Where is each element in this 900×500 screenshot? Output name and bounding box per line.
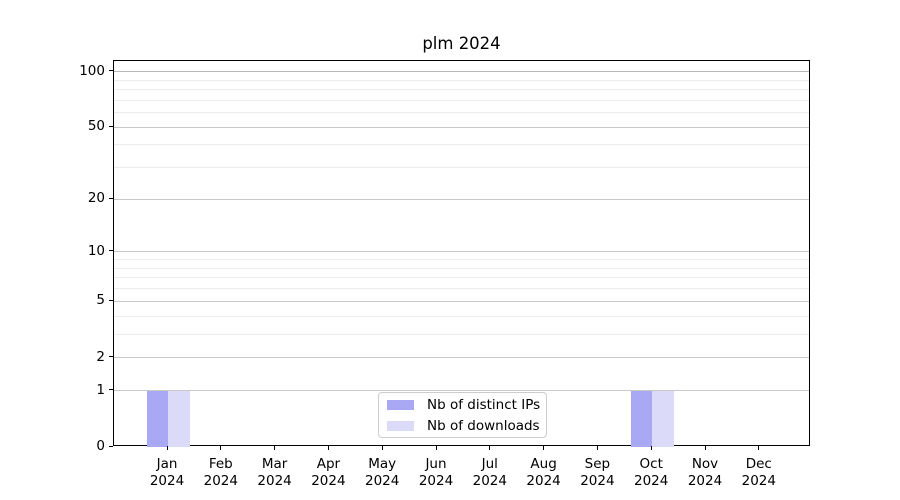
x-tick-label-month: Aug — [530, 456, 557, 472]
x-tick-label: Nov 2024 — [675, 456, 735, 489]
y-tick-label: 0 — [96, 438, 105, 454]
legend-swatch-downloads — [387, 420, 414, 431]
minor-gridline — [114, 288, 809, 290]
y-tick-mark — [109, 125, 113, 127]
y-tick-mark — [109, 356, 113, 358]
x-tick-label-month: Jul — [481, 456, 498, 472]
major-gridline — [114, 390, 809, 392]
y-tick-mark — [109, 250, 113, 252]
major-gridline — [114, 198, 809, 200]
x-tick-mark — [489, 446, 491, 450]
y-tick-label: 10 — [87, 242, 105, 259]
x-tick-label: Sep 2024 — [567, 456, 627, 489]
x-tick-label-year: 2024 — [580, 472, 615, 489]
y-tick-label: 20 — [87, 190, 105, 207]
y-tick-label: 1 — [96, 381, 105, 398]
x-tick-label: Feb 2024 — [191, 456, 251, 489]
x-tick-label-month: Oct — [639, 456, 663, 472]
x-tick-mark — [381, 446, 383, 450]
x-tick-label: Oct 2024 — [621, 456, 681, 489]
bar-oct-2024-s0 — [630, 390, 653, 447]
major-gridline — [114, 126, 809, 128]
legend-swatch-distinct-ips — [387, 399, 414, 410]
plot-area — [113, 60, 810, 447]
bar-jan-2024-s1 — [168, 390, 190, 447]
x-tick-label-month: Apr — [316, 456, 341, 472]
x-tick-mark — [543, 446, 545, 450]
minor-gridline — [114, 267, 809, 269]
x-tick-label: Mar 2024 — [245, 456, 305, 489]
major-gridline — [114, 251, 809, 253]
minor-gridline — [114, 89, 809, 90]
x-tick-label: Jul 2024 — [460, 456, 520, 489]
x-tick-mark — [327, 446, 329, 450]
x-tick-label-year: 2024 — [149, 472, 185, 489]
x-tick-label-year: 2024 — [526, 472, 561, 489]
x-tick-label-year: 2024 — [741, 472, 776, 489]
x-tick-label: Dec 2024 — [729, 456, 789, 489]
minor-gridline — [114, 277, 809, 279]
minor-gridline — [114, 144, 809, 146]
x-tick-mark — [220, 446, 222, 450]
x-tick-label-month: Nov — [691, 456, 719, 472]
x-tick-mark — [435, 446, 437, 450]
y-tick-label: 2 — [96, 348, 105, 365]
x-tick-label-year: 2024 — [634, 472, 669, 489]
x-tick-mark — [758, 446, 760, 450]
x-tick-label-month: May — [368, 456, 397, 472]
minor-gridline — [114, 167, 809, 169]
y-tick-mark — [109, 445, 113, 447]
legend-label-downloads: Nb of downloads — [427, 417, 540, 434]
minor-gridline — [114, 333, 809, 335]
major-gridline — [114, 300, 809, 302]
x-tick-mark — [274, 446, 276, 450]
legend-label-distinct-ips: Nb of distinct IPs — [427, 396, 541, 413]
legend: Nb of distinct IPs Nb of downloads — [378, 392, 547, 438]
y-tick-label: 50 — [87, 118, 105, 135]
minor-gridline — [114, 112, 809, 114]
x-tick-mark — [704, 446, 706, 450]
x-tick-label-year: 2024 — [365, 472, 400, 489]
legend-item-downloads: Nb of downloads — [387, 417, 540, 434]
x-tick-label-year: 2024 — [257, 472, 292, 489]
x-tick-label-month: Dec — [745, 456, 772, 472]
x-tick-label-year: 2024 — [418, 472, 454, 489]
y-tick-mark — [109, 197, 113, 199]
x-tick-label-month: Sep — [584, 456, 611, 472]
x-tick-label-year: 2024 — [311, 472, 346, 489]
y-tick-mark — [109, 70, 113, 72]
y-tick-mark — [109, 299, 113, 301]
x-tick-mark — [650, 446, 652, 450]
bar-oct-2024-s1 — [652, 390, 674, 447]
major-gridline — [114, 357, 809, 359]
y-tick-label: 100 — [79, 62, 105, 79]
minor-gridline — [114, 99, 809, 101]
x-tick-label: May 2024 — [352, 456, 412, 489]
x-tick-label-month: Feb — [208, 456, 233, 472]
minor-gridline — [114, 315, 809, 317]
bar-jan-2024-s0 — [146, 390, 168, 447]
x-tick-label-year: 2024 — [472, 472, 507, 489]
x-tick-label: Apr 2024 — [298, 456, 358, 489]
major-gridline — [114, 71, 809, 73]
x-tick-mark — [166, 446, 168, 450]
x-tick-label-year: 2024 — [687, 472, 723, 489]
minor-gridline — [114, 79, 809, 81]
x-tick-label-month: Jun — [425, 456, 447, 472]
x-tick-label-month: Jan — [156, 456, 178, 472]
x-tick-label: Aug 2024 — [514, 456, 574, 489]
x-tick-label-month: Mar — [261, 456, 288, 472]
legend-item-distinct-ips: Nb of distinct IPs — [387, 396, 541, 413]
x-tick-mark — [596, 446, 598, 450]
x-tick-label-year: 2024 — [203, 472, 238, 489]
y-tick-mark — [109, 389, 113, 391]
chart-title: plm 2024 — [422, 34, 501, 53]
x-tick-label: Jun 2024 — [406, 456, 466, 489]
minor-gridline — [114, 259, 809, 261]
x-tick-label: Jan 2024 — [137, 456, 197, 489]
y-tick-label: 5 — [96, 292, 105, 309]
